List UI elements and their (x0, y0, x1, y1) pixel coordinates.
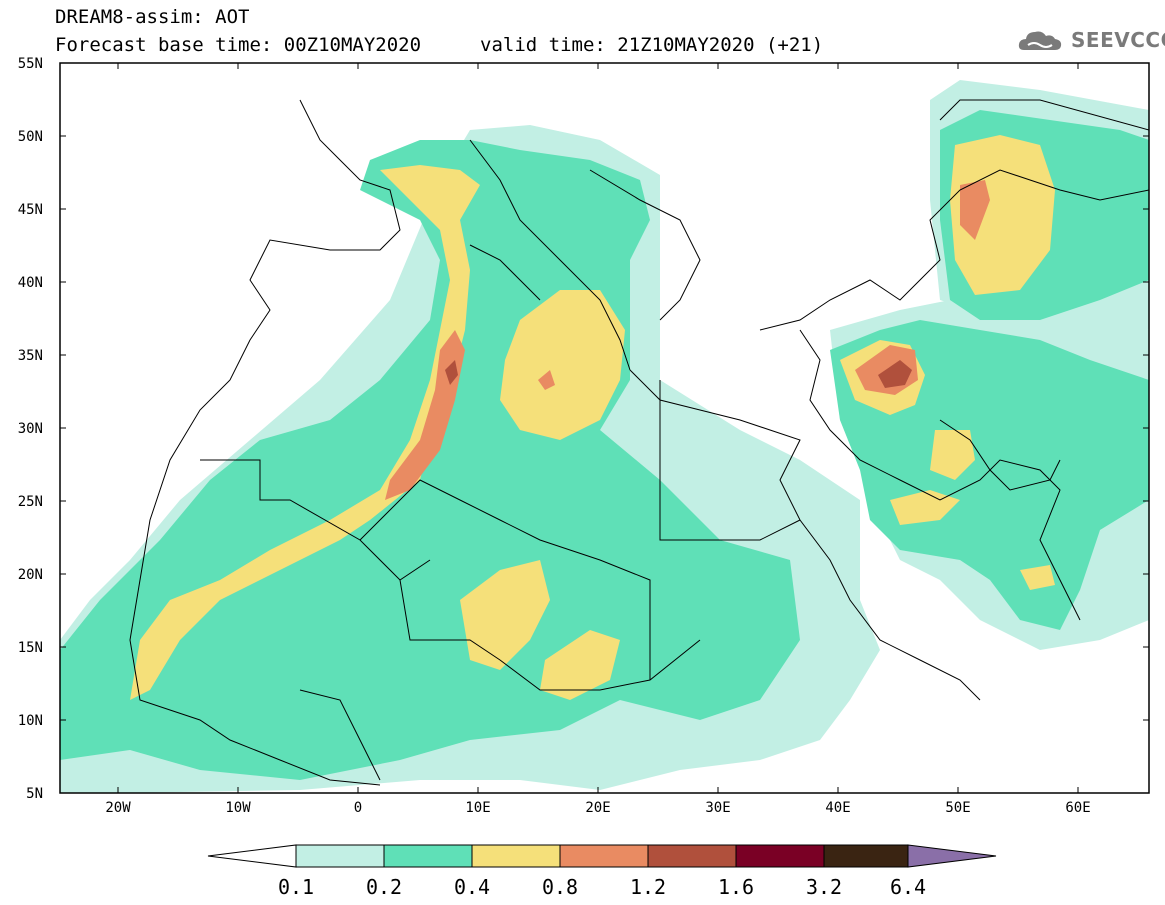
lon-label: 10W (225, 800, 251, 816)
legend-swatch (295, 844, 385, 868)
legend-label: 0.2 (366, 875, 402, 899)
legend-label: 0.4 (454, 875, 490, 899)
legend-label: 6.4 (890, 875, 926, 899)
legend-label: 1.2 (630, 875, 666, 899)
lon-label: 20E (585, 800, 610, 816)
legend-swatch (823, 844, 909, 868)
aot-field (60, 80, 1149, 793)
color-legend: 0.1 0.2 0.4 0.8 1.2 1.6 3.2 6.4 (207, 844, 997, 899)
legend-swatch (559, 844, 649, 868)
lat-label: 35N (18, 348, 43, 364)
lat-label: 25N (18, 494, 43, 510)
lon-label: 0 (354, 800, 362, 816)
lat-label: 5N (26, 786, 43, 802)
legend-label: 3.2 (806, 875, 842, 899)
lat-label: 20N (18, 567, 43, 583)
seevccc-logo-text: SEEVCCC (1071, 28, 1165, 52)
map-title: DREAM8-assim: AOT (55, 6, 250, 28)
cloud-icon (1018, 31, 1062, 50)
valid-time: valid time: 21Z10MAY2020 (+21) (480, 34, 824, 56)
lat-label: 10N (18, 713, 43, 729)
longitude-axis: 20W 10W 0 10E 20E 30E 40E 50E 60E (105, 63, 1091, 816)
lat-label: 45N (18, 202, 43, 218)
coastlines (129, 99, 1149, 786)
lon-label: 40E (825, 800, 850, 816)
lat-label: 50N (18, 129, 43, 145)
legend-label: 0.1 (278, 875, 314, 899)
lat-label: 55N (18, 56, 43, 72)
lon-label: 30E (705, 800, 730, 816)
lon-label: 10E (465, 800, 490, 816)
lon-label: 60E (1065, 800, 1090, 816)
lat-label: 15N (18, 640, 43, 656)
latitude-axis: 55N 50N 45N 40N 35N 30N 25N 20N 15N 10N … (18, 56, 1149, 802)
legend-swatch (471, 844, 561, 868)
lat-label: 30N (18, 421, 43, 437)
legend-label: 0.8 (542, 875, 578, 899)
legend-swatch (735, 844, 825, 868)
legend-swatch-above-max (907, 844, 997, 868)
lon-label: 50E (945, 800, 970, 816)
forecast-base-time: Forecast base time: 00Z10MAY2020 (55, 34, 422, 56)
legend-label: 1.6 (718, 875, 754, 899)
lat-label: 40N (18, 275, 43, 291)
legend-swatch-below-min (207, 844, 297, 868)
lon-label: 20W (105, 800, 131, 816)
legend-swatch (647, 844, 737, 868)
legend-swatch (383, 844, 473, 868)
